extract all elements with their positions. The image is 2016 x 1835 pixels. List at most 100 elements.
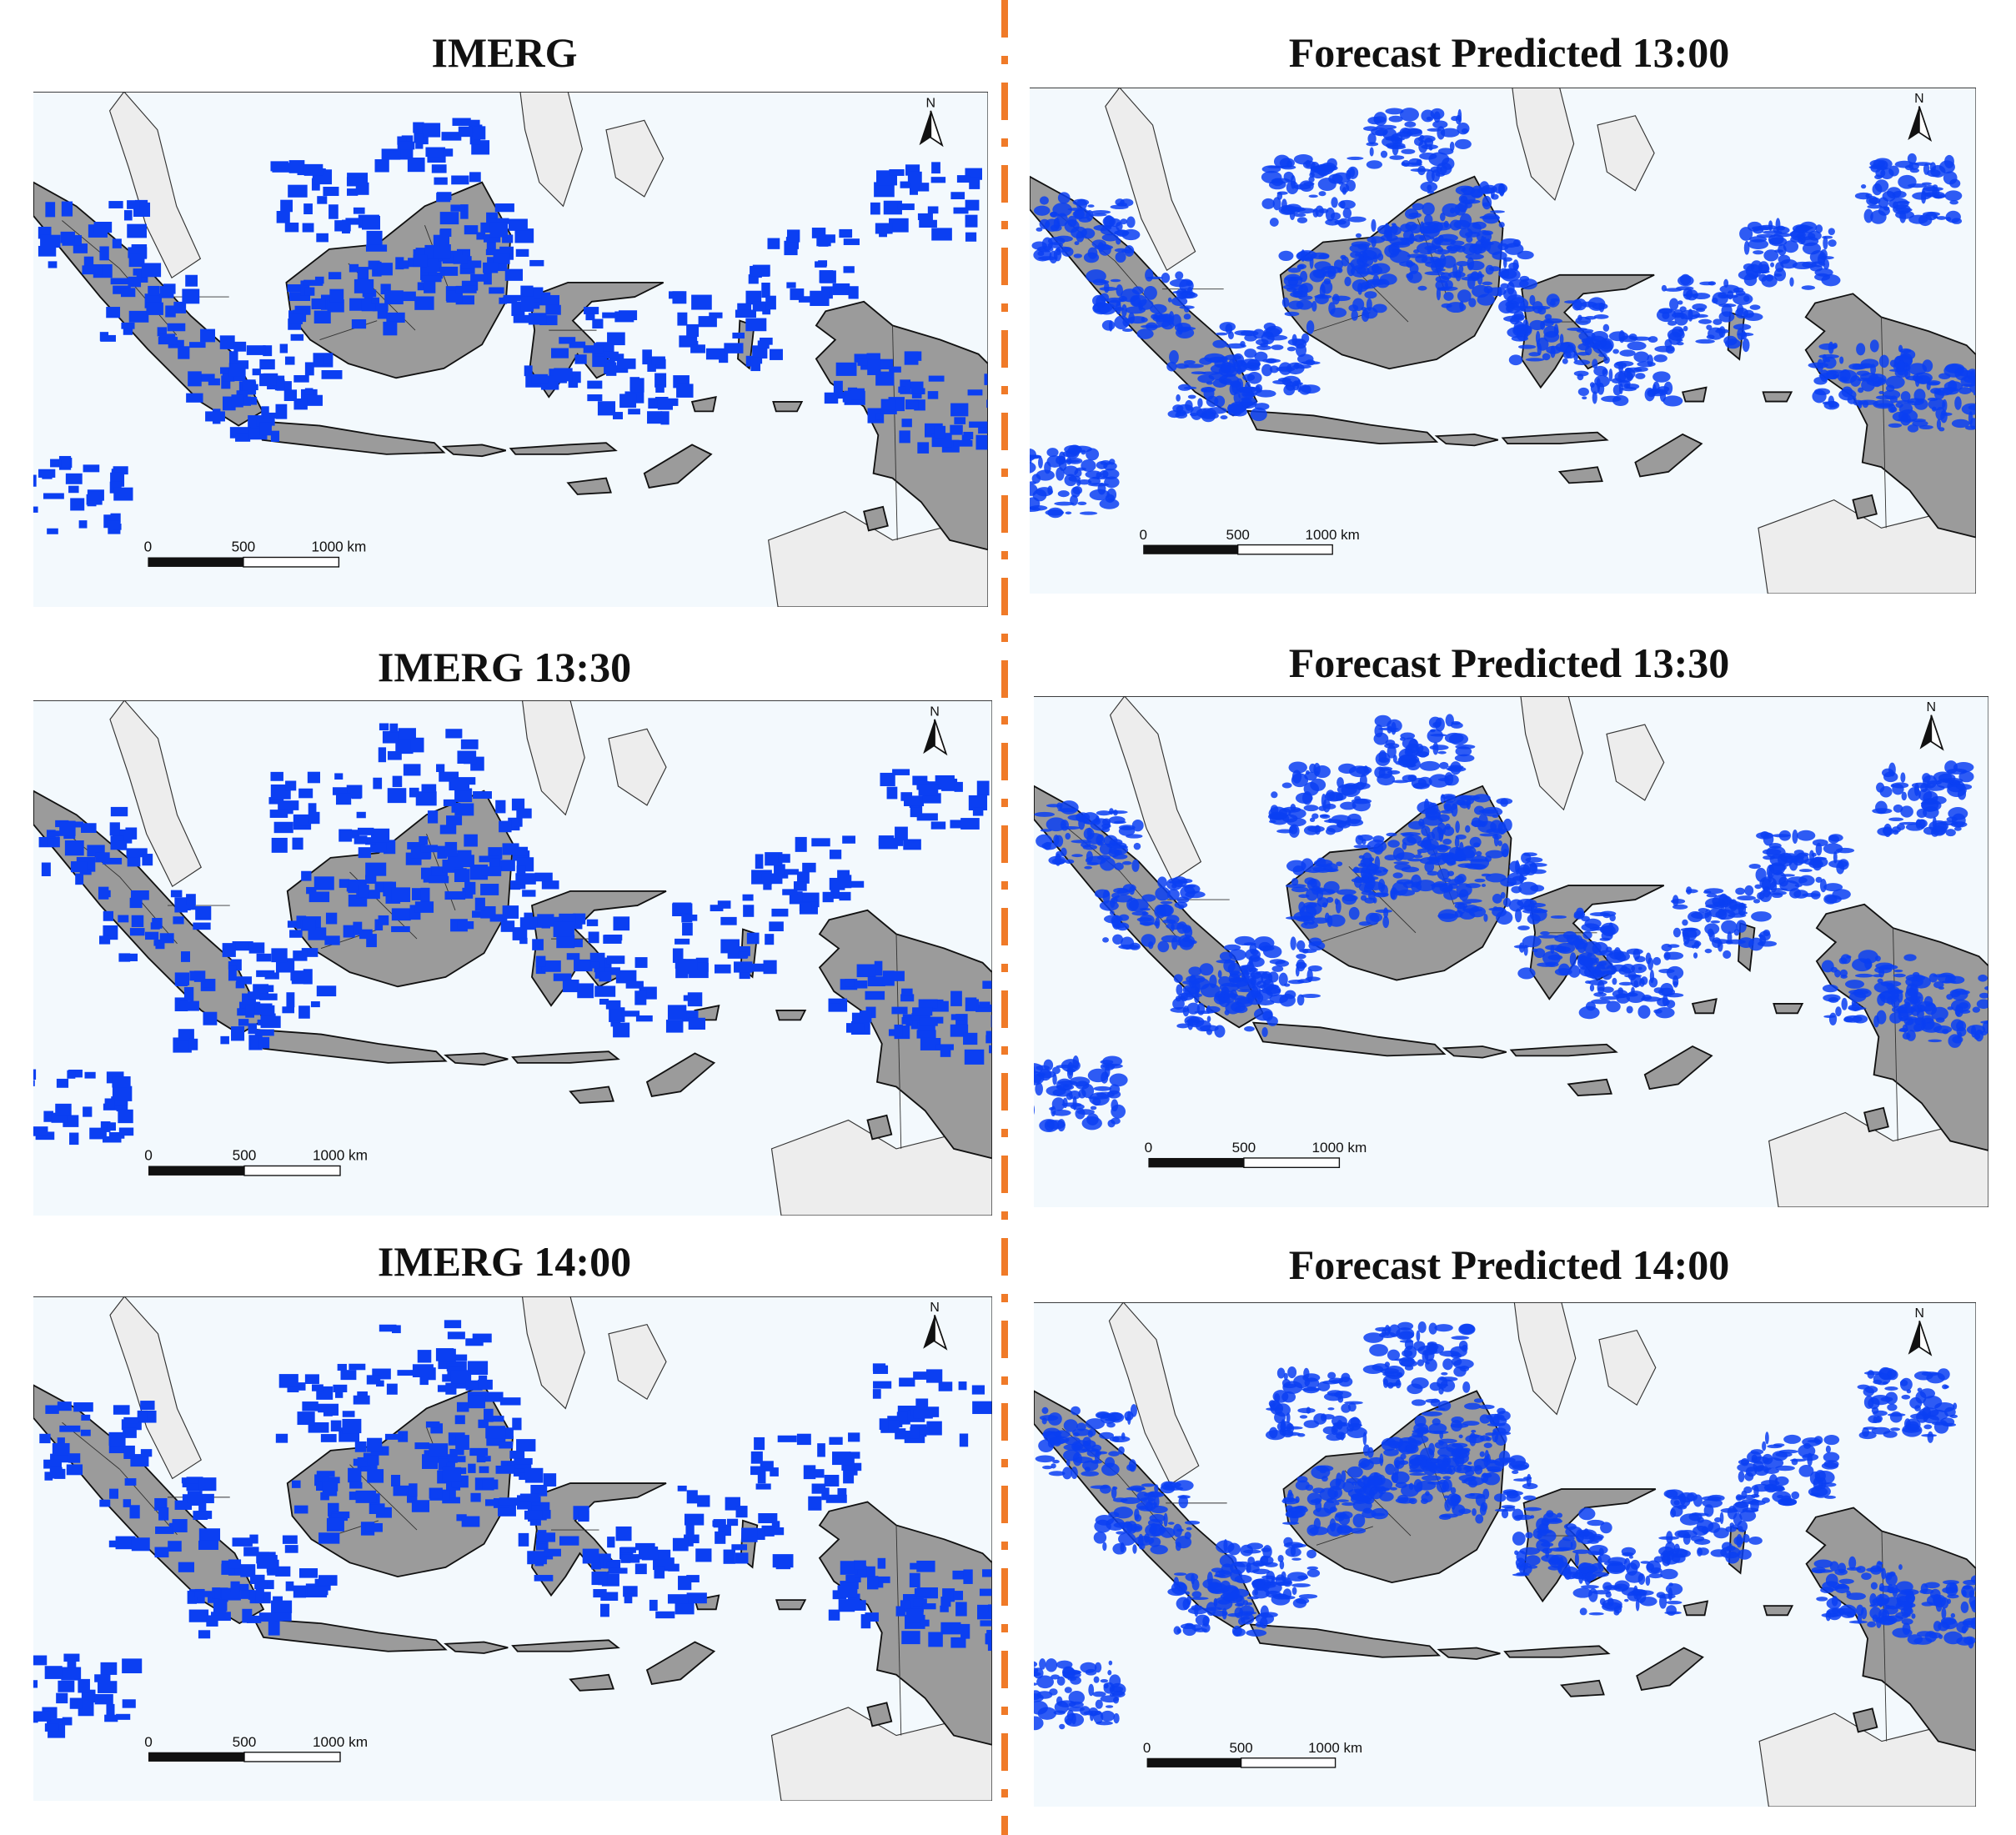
north-arrow-icon: N	[923, 1301, 948, 1351]
indonesia-land	[1557, 466, 1603, 484]
panel-title-imerg-1330: IMERG 13:30	[377, 644, 632, 690]
neighbour-land	[1520, 696, 1583, 811]
indonesia-land	[1681, 386, 1708, 403]
rain-overlay	[33, 723, 992, 1146]
indonesia-land	[1503, 1645, 1611, 1658]
neighbour-land	[1598, 1329, 1657, 1406]
north-label: N	[1927, 700, 1937, 714]
map-panel-forecast-1400: N 0 500 1000 km	[1034, 1302, 1976, 1807]
indonesia-land	[1437, 1647, 1501, 1660]
indonesia-land	[1763, 1605, 1794, 1617]
indonesia-land	[1773, 1003, 1804, 1015]
north-label: N	[930, 704, 940, 719]
scale-label-0: 0	[1143, 1740, 1151, 1756]
neighbour-land	[605, 119, 664, 198]
indonesia-land	[775, 1599, 807, 1611]
indonesia-land	[1560, 1679, 1605, 1697]
neighbour-land	[1606, 724, 1665, 801]
province-border	[895, 934, 902, 1149]
scale-label-1000km: 1000 km	[1306, 527, 1360, 543]
scale-label-1000km: 1000 km	[311, 539, 366, 555]
province-border	[892, 325, 898, 540]
scale-label-0: 0	[1145, 1140, 1153, 1156]
rain-overlay	[1034, 714, 1988, 1132]
scale-bar: 0 500 1000 km	[1145, 1140, 1367, 1169]
scale-label-1000km: 1000 km	[1308, 1740, 1362, 1756]
scale-label-500: 500	[232, 539, 256, 555]
province-border	[1881, 1531, 1888, 1742]
indonesia-land	[1246, 409, 1439, 445]
indonesia-land	[511, 1639, 620, 1652]
map-svg: N 0 500 1000 km	[33, 92, 988, 607]
neighbour-land	[108, 92, 202, 279]
indonesia-land	[1442, 1045, 1507, 1059]
indonesia-land	[1251, 1021, 1447, 1057]
indonesia-land	[1643, 1045, 1713, 1090]
indonesia-land	[1863, 1106, 1889, 1133]
scale-label-1000km: 1000 km	[313, 1734, 368, 1750]
indonesia-land	[1434, 434, 1499, 447]
rain-overlay	[1030, 108, 1976, 519]
indonesia-land	[645, 1641, 716, 1685]
indonesia-land	[1683, 1600, 1709, 1617]
indonesia-land	[1804, 293, 1976, 539]
indonesia-land	[444, 1052, 509, 1066]
panel-title-imerg: IMERG	[431, 29, 578, 76]
neighbour-land	[521, 1296, 585, 1410]
indonesia-land	[252, 1028, 448, 1064]
scale-label-0: 0	[1139, 527, 1146, 543]
indonesia-land	[1567, 1078, 1612, 1096]
neighbour-land	[1513, 1302, 1577, 1416]
indonesia-land	[251, 419, 446, 455]
map-svg: N 0 500 1000 km	[1034, 1302, 1976, 1807]
indonesia-land	[866, 1114, 893, 1141]
scale-label-1000km: 1000 km	[1311, 1140, 1367, 1156]
province-border	[1313, 312, 1371, 332]
scale-label-1000km: 1000 km	[313, 1147, 368, 1164]
north-arrow-icon: N	[923, 704, 948, 756]
scale-bar: 0 500 1000 km	[144, 1734, 368, 1762]
orange-dashed-divider	[1001, 0, 1008, 1835]
province-border	[1893, 928, 1898, 1141]
indonesia-land	[690, 396, 717, 413]
rain-overlay	[33, 1320, 992, 1738]
indonesia-land	[645, 1052, 716, 1097]
map-svg: N 0 500 1000 km	[33, 700, 992, 1216]
indonesia-land	[569, 1673, 615, 1692]
scale-label-500: 500	[233, 1147, 257, 1164]
indonesia-land	[1762, 391, 1793, 403]
indonesia-land	[530, 1482, 667, 1597]
scale-label-0: 0	[144, 1734, 153, 1750]
indonesia-land	[509, 442, 618, 455]
indonesia-land	[285, 181, 512, 379]
map-panel-imerg-1400: N 0 500 1000 km	[33, 1296, 992, 1801]
indonesia-land	[441, 444, 506, 458]
scale-bar: 0 500 1000 km	[1143, 1740, 1362, 1768]
rain-overlay	[1034, 1321, 1976, 1731]
province-border	[119, 876, 178, 945]
indonesia-land	[1509, 1043, 1618, 1057]
indonesia-land	[511, 1050, 620, 1064]
neighbour-land	[608, 1323, 667, 1401]
province-border	[1320, 923, 1378, 943]
indonesia-land	[866, 1702, 893, 1727]
indonesia-land	[772, 401, 804, 413]
map-svg: N 0 500 1000 km	[1034, 696, 1988, 1207]
indonesia-land	[1249, 1623, 1442, 1658]
north-label: N	[1914, 1306, 1923, 1321]
indonesia-land	[643, 444, 713, 489]
map-panel-forecast-1330: N 0 500 1000 km	[1034, 696, 1988, 1207]
neighbour-land	[1512, 88, 1575, 201]
indonesia-land	[775, 1010, 807, 1021]
province-border	[895, 1525, 902, 1736]
neighbour-land	[1597, 115, 1655, 192]
panel-title-forecast-1300: Forecast Predicted 13:00	[1288, 29, 1730, 76]
north-arrow-icon: N	[919, 95, 944, 148]
scale-label-0: 0	[144, 1147, 153, 1164]
map-panel-imerg-1330: N 0 500 1000 km	[33, 700, 992, 1216]
indonesia-land	[252, 1617, 448, 1652]
panel-title-imerg-1400: IMERG 14:00	[377, 1238, 632, 1285]
indonesia-land	[444, 1641, 509, 1654]
neighbour-land	[608, 728, 667, 806]
north-label: N	[930, 1301, 940, 1315]
